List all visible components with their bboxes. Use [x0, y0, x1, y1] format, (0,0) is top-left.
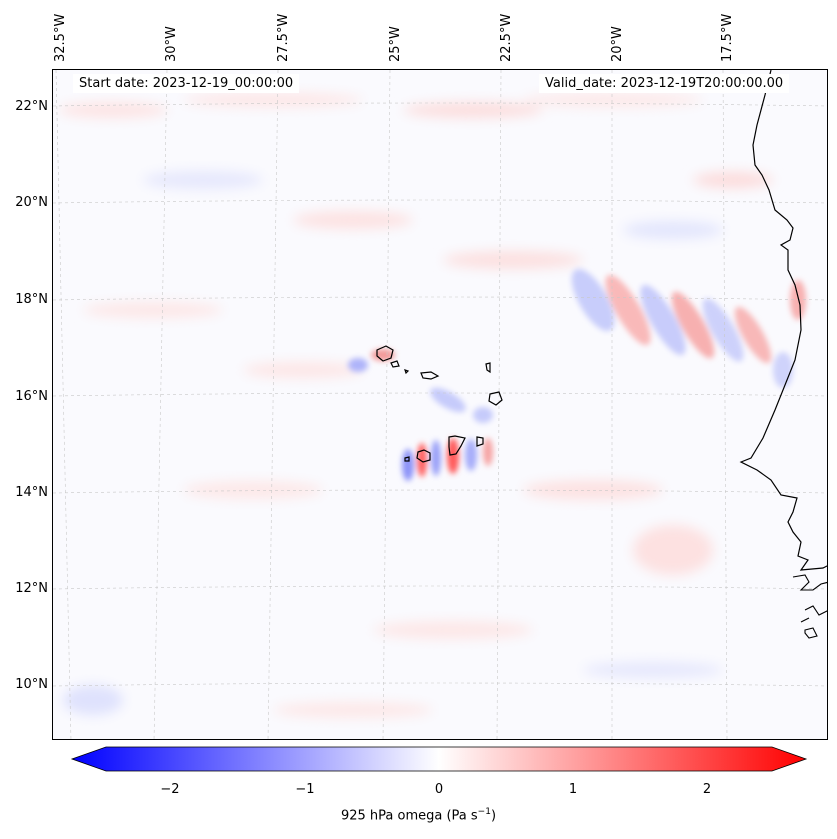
colorbar-tick: 0 [434, 782, 444, 797]
lat-label-22n: 22°N [15, 99, 48, 114]
coast-detail-south [792, 574, 827, 639]
valid-date-label: Valid_date: 2023-12-19T20:00:00.00 [539, 74, 790, 93]
omega-field [53, 70, 827, 739]
lon-label-22-5w: 22.5°W [499, 13, 514, 62]
graticule [53, 70, 827, 739]
lon-label-17-5w: 17.5°W [720, 13, 735, 62]
start-date-label: Start date: 2023-12-19_00:00:00 [73, 74, 300, 93]
lat-label-16n: 16°N [15, 389, 48, 404]
colorbar-tick: 1 [568, 782, 578, 797]
lon-label-32-5w: 32.5°W [53, 13, 68, 62]
omega-wave-bands [571, 268, 806, 388]
lat-label-14n: 14°N [15, 485, 48, 500]
omega-background-patches [58, 93, 773, 718]
map-panel [52, 69, 828, 740]
lon-label-20w: 20°W [610, 26, 625, 62]
lon-label-30w: 30°W [164, 26, 179, 62]
colorbar-tick: −2 [160, 782, 180, 797]
lat-label-10n: 10°N [15, 677, 48, 692]
lat-label-20n: 20°N [15, 195, 48, 210]
colorbar-tick: −1 [295, 782, 315, 797]
colorbar-tick: 2 [702, 782, 712, 797]
lon-label-25w: 25°W [388, 26, 403, 62]
lat-label-18n: 18°N [15, 292, 48, 307]
colorbar [70, 746, 808, 772]
african-coastline [739, 70, 827, 571]
lon-label-27-5w: 27.5°W [276, 13, 291, 62]
colorbar-label: 925 hPa omega (Pa s−1) [340, 807, 497, 824]
lat-label-12n: 12°N [15, 581, 48, 596]
cape-verde-islands [376, 345, 503, 463]
